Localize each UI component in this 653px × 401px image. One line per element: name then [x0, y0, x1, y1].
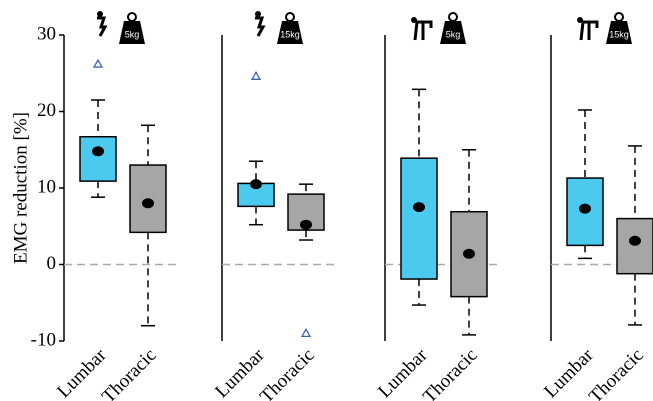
weight-label: 15kg	[280, 29, 300, 39]
weight-handle	[614, 12, 624, 22]
outlier	[250, 70, 262, 80]
weight-body	[119, 21, 145, 44]
weight-label: 5kg	[446, 29, 461, 39]
y-tick-label: 30	[37, 23, 56, 44]
panel-icon: 15kg	[255, 11, 303, 44]
weight-label: 15kg	[609, 29, 629, 39]
icon-head	[577, 17, 583, 23]
weight-body	[440, 21, 466, 44]
mean-marker	[463, 248, 475, 259]
x-tick-label: Thoracic	[98, 345, 161, 401]
mean-marker	[92, 146, 104, 157]
mean-marker	[629, 235, 641, 246]
icon-body	[97, 16, 108, 37]
weight-label: 5kg	[125, 29, 140, 39]
box	[79, 135, 117, 182]
y-tick-label: 10	[37, 176, 56, 197]
x-tick-label: Thoracic	[419, 345, 482, 401]
weight-body	[606, 21, 632, 44]
panel-icon: 15kg	[577, 12, 632, 44]
box	[400, 157, 438, 280]
panel-icon: 5kg	[97, 11, 145, 44]
y-tick-label: -10	[31, 329, 56, 350]
weight-handle	[127, 12, 137, 22]
icon-body	[579, 20, 599, 41]
y-tick-label: 0	[47, 253, 57, 274]
mean-marker	[250, 179, 262, 190]
icon-head	[411, 17, 417, 23]
x-tick-label: Thoracic	[585, 345, 648, 401]
outlier	[300, 328, 312, 337]
y-tick-label: 20	[37, 100, 56, 121]
icon-head	[97, 11, 103, 17]
weight-body	[277, 21, 303, 44]
x-tick-label: Thoracic	[256, 345, 319, 401]
outlier	[92, 58, 104, 68]
mean-marker	[579, 203, 591, 214]
box	[616, 217, 653, 275]
weight-handle	[448, 12, 458, 22]
icon-head	[255, 11, 261, 17]
icon-body	[413, 20, 433, 41]
weight-handle	[285, 12, 295, 22]
mean-marker	[413, 202, 425, 213]
mean-marker	[142, 198, 154, 209]
panel-icon: 5kg	[411, 12, 466, 44]
y-axis-label: EMG reduction [%]	[10, 112, 31, 264]
mean-marker	[300, 219, 312, 230]
icon-body	[255, 16, 266, 37]
